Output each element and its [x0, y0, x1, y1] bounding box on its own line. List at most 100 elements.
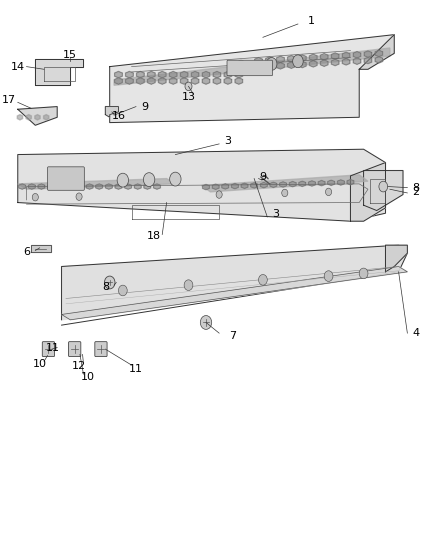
Text: 18: 18	[146, 231, 161, 240]
Polygon shape	[213, 71, 221, 78]
Polygon shape	[180, 78, 188, 84]
Polygon shape	[144, 184, 151, 189]
Polygon shape	[115, 78, 122, 84]
Polygon shape	[202, 71, 210, 78]
Polygon shape	[154, 184, 160, 189]
Polygon shape	[115, 71, 122, 78]
Polygon shape	[170, 78, 177, 84]
Polygon shape	[38, 184, 45, 189]
Polygon shape	[224, 78, 232, 84]
Circle shape	[32, 193, 39, 201]
Circle shape	[76, 193, 82, 200]
Polygon shape	[18, 115, 23, 120]
Polygon shape	[191, 71, 199, 78]
Polygon shape	[86, 184, 93, 189]
Polygon shape	[18, 149, 385, 221]
Text: 9: 9	[259, 172, 266, 182]
Polygon shape	[337, 180, 344, 185]
Polygon shape	[299, 61, 306, 68]
Polygon shape	[126, 71, 133, 78]
Polygon shape	[318, 181, 325, 186]
Polygon shape	[19, 184, 25, 189]
Polygon shape	[288, 62, 295, 68]
Polygon shape	[375, 56, 383, 63]
Polygon shape	[57, 184, 64, 189]
Text: 11: 11	[129, 364, 143, 374]
Polygon shape	[110, 35, 394, 123]
Polygon shape	[331, 59, 339, 66]
Polygon shape	[105, 107, 118, 117]
Text: 1: 1	[307, 16, 314, 26]
Polygon shape	[299, 55, 306, 61]
Polygon shape	[266, 63, 273, 70]
Polygon shape	[212, 184, 219, 189]
Circle shape	[170, 172, 181, 186]
Polygon shape	[48, 184, 54, 189]
Circle shape	[325, 188, 332, 196]
Polygon shape	[148, 78, 155, 84]
Text: 10: 10	[33, 359, 47, 369]
Polygon shape	[310, 61, 317, 67]
Polygon shape	[35, 59, 84, 85]
Polygon shape	[321, 60, 328, 67]
Polygon shape	[115, 184, 122, 189]
Polygon shape	[96, 184, 102, 189]
Polygon shape	[350, 163, 385, 221]
Polygon shape	[331, 53, 339, 59]
Polygon shape	[353, 58, 361, 64]
Polygon shape	[308, 181, 315, 186]
Polygon shape	[235, 71, 243, 78]
Circle shape	[184, 280, 193, 290]
Polygon shape	[359, 35, 394, 69]
Text: 15: 15	[64, 50, 78, 60]
Text: 2: 2	[413, 187, 420, 197]
Polygon shape	[235, 78, 243, 84]
Polygon shape	[114, 48, 390, 85]
Circle shape	[216, 191, 222, 198]
Text: 11: 11	[46, 343, 60, 353]
Polygon shape	[125, 184, 131, 189]
Polygon shape	[202, 78, 210, 84]
Circle shape	[104, 276, 115, 289]
FancyBboxPatch shape	[48, 167, 85, 190]
Circle shape	[200, 316, 212, 329]
Polygon shape	[106, 184, 112, 189]
Circle shape	[236, 60, 246, 73]
Polygon shape	[347, 180, 354, 185]
Polygon shape	[279, 182, 286, 187]
Polygon shape	[134, 184, 141, 189]
Polygon shape	[385, 245, 407, 272]
Polygon shape	[148, 71, 155, 78]
Text: 3: 3	[272, 209, 279, 219]
Text: 8: 8	[102, 282, 109, 292]
Text: 3: 3	[224, 136, 231, 146]
Polygon shape	[255, 64, 262, 70]
Circle shape	[379, 181, 388, 192]
Text: 17: 17	[2, 95, 16, 105]
Polygon shape	[35, 115, 40, 120]
Polygon shape	[222, 184, 229, 189]
Circle shape	[258, 274, 267, 285]
Circle shape	[324, 271, 333, 281]
Polygon shape	[328, 180, 335, 185]
Polygon shape	[310, 54, 317, 61]
Text: 8: 8	[413, 183, 420, 192]
Polygon shape	[62, 266, 407, 320]
Polygon shape	[241, 183, 248, 189]
Polygon shape	[364, 57, 372, 63]
Polygon shape	[277, 56, 284, 62]
Polygon shape	[77, 184, 83, 189]
Polygon shape	[67, 184, 74, 189]
Polygon shape	[170, 71, 177, 78]
Text: 14: 14	[11, 62, 25, 71]
Polygon shape	[31, 245, 51, 252]
Polygon shape	[232, 183, 238, 189]
Text: 13: 13	[181, 92, 195, 102]
Text: 6: 6	[23, 247, 30, 257]
Polygon shape	[18, 179, 175, 189]
Circle shape	[143, 173, 155, 187]
Text: 12: 12	[72, 361, 86, 371]
Polygon shape	[28, 184, 35, 189]
Circle shape	[185, 82, 192, 91]
Polygon shape	[203, 184, 209, 190]
